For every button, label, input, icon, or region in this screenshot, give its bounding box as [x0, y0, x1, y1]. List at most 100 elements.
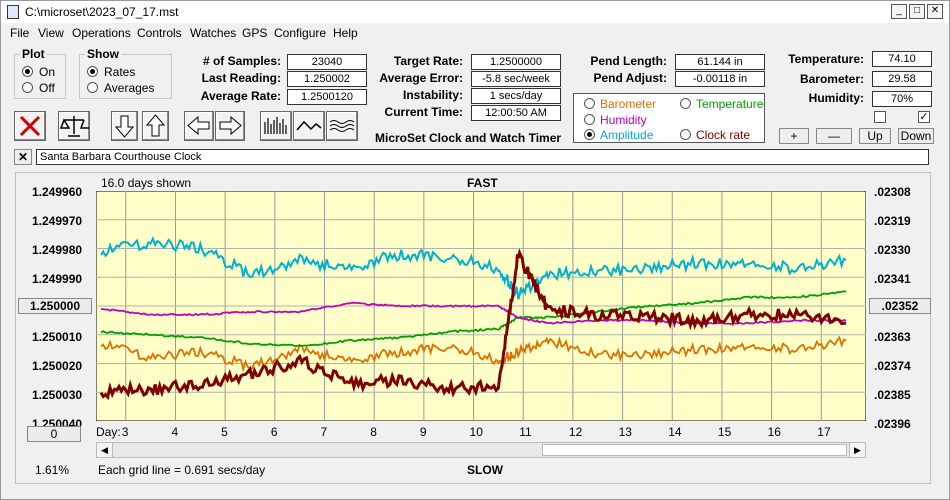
scroll-left-arrow[interactable]: ◀ [97, 443, 113, 457]
menu-watches[interactable]: Watches [190, 26, 237, 40]
right-arrow-icon [219, 115, 242, 136]
humidity-label: Humidity [600, 113, 647, 127]
menu-help[interactable]: Help [333, 26, 358, 40]
down-button[interactable]: Down [898, 128, 934, 144]
show-rates-label: Rates [104, 65, 136, 79]
current-time-value: 12:00:50 AM [471, 105, 561, 121]
temperature-radio[interactable] [680, 98, 691, 109]
scroll-down-button[interactable] [111, 111, 138, 141]
temperature-label: Temperature [696, 97, 764, 111]
bars-view-button[interactable] [260, 111, 292, 141]
left-arrow-icon [187, 115, 210, 136]
plot-off-label: Off [39, 81, 55, 95]
humidity-env-value: 70% [872, 91, 932, 107]
left-tick-label: 1.249970 [32, 214, 83, 228]
menu-configure[interactable]: Configure [274, 26, 327, 40]
close-window-button[interactable]: ✕ [927, 4, 943, 19]
menu-file[interactable]: File [10, 26, 30, 40]
scroll-right-arrow[interactable]: ▶ [849, 443, 865, 457]
zero-button[interactable]: 0 [27, 426, 81, 442]
app-icon [7, 5, 19, 19]
show-group-title: Show [85, 47, 121, 61]
bar-chart-icon [264, 117, 287, 134]
plot-on-radio[interactable] [22, 66, 33, 77]
temperature-env-value: 74.10 [872, 51, 932, 67]
left-tick-label: 1.249960 [32, 185, 83, 199]
wave-view-button[interactable] [326, 111, 358, 141]
day-tick-label: 5 [221, 425, 228, 439]
menu-bar: File View Operations Controls Watches GP… [1, 23, 949, 43]
samples-value: 23040 [287, 54, 367, 70]
clear-name-button[interactable]: ✕ [14, 149, 32, 165]
env-checkbox-1[interactable] [874, 111, 886, 123]
barometer-radio[interactable] [584, 98, 595, 109]
plot-off-radio[interactable] [22, 82, 33, 93]
series-line-barometer [100, 335, 847, 373]
balance-button[interactable] [58, 111, 90, 141]
menu-operations[interactable]: Operations [72, 26, 131, 40]
x-icon [19, 115, 41, 137]
humidity-env-label: Humidity: [808, 91, 864, 105]
down-arrow-icon [114, 115, 135, 138]
minus-button[interactable]: — [816, 128, 852, 144]
average-rate-label: Average Rate: [200, 89, 281, 103]
clock-rate-radio[interactable] [680, 129, 691, 140]
series-line-amplitude [100, 236, 847, 300]
clock-name-field[interactable]: Santa Barbara Courthouse Clock [36, 149, 929, 165]
app-caption: MicroSet Clock and Watch Timer [375, 131, 562, 145]
day-axis-label: Day: [96, 425, 121, 439]
minimize-button[interactable]: _ [891, 4, 907, 19]
left-scale-button[interactable]: 1.250000 [18, 298, 92, 314]
day-tick-label: 8 [370, 425, 377, 439]
amplitude-radio[interactable] [584, 129, 595, 140]
menu-gps[interactable]: GPS [242, 26, 268, 40]
day-tick-label: 7 [320, 425, 328, 439]
left-tick-label: 1.250010 [32, 330, 83, 344]
scroll-thumb[interactable] [542, 444, 847, 456]
day-tick-label: 6 [270, 425, 278, 439]
show-group [79, 54, 172, 99]
env-checkbox-2[interactable]: ✓ [918, 111, 930, 123]
slow-label: SLOW [467, 463, 503, 477]
scroll-up-button[interactable] [142, 111, 169, 141]
scroll-right-button[interactable] [215, 111, 245, 141]
instability-label: Instability: [402, 88, 463, 102]
day-tick-label: 11 [519, 425, 532, 439]
right-scale-button[interactable]: .02352 [869, 298, 931, 314]
left-tick-label: 1.249990 [32, 272, 83, 286]
right-tick-label: .02319 [874, 214, 911, 228]
menu-controls[interactable]: Controls [137, 26, 182, 40]
left-tick-label: 1.250030 [32, 388, 83, 402]
stop-button[interactable] [14, 111, 46, 141]
amplitude-label: Amplitude [600, 128, 654, 142]
plus-button[interactable]: + [779, 128, 809, 144]
right-tick-label: .02308 [874, 185, 911, 199]
barometer-label: Barometer [600, 97, 657, 111]
menu-view[interactable]: View [38, 26, 64, 40]
maximize-button[interactable]: □ [909, 4, 925, 19]
day-tick-label: 13 [618, 425, 632, 439]
up-arrow-icon [145, 114, 166, 137]
window-title: C:\microset\2023_07_17.mst [25, 5, 179, 19]
last-reading-label: Last Reading: [201, 71, 281, 85]
up-button[interactable]: Up [859, 128, 891, 144]
show-rates-radio[interactable] [87, 66, 98, 77]
rate-chart[interactable] [96, 191, 866, 421]
right-tick-label: .02396 [874, 417, 911, 431]
chart-scrollbar[interactable]: ◀ ▶ [96, 442, 866, 458]
show-averages-radio[interactable] [87, 82, 98, 93]
scroll-left-button[interactable] [184, 111, 214, 141]
right-tick-label: .02330 [874, 243, 911, 257]
right-tick-label: .02363 [874, 330, 911, 344]
humidity-radio[interactable] [584, 114, 595, 125]
line-view-button[interactable] [293, 111, 325, 141]
day-tick-label: 17 [817, 425, 831, 439]
days-shown-label: 16.0 days shown [101, 176, 192, 190]
series-line-clock-rate [99, 248, 847, 401]
right-tick-label: .02385 [874, 388, 911, 402]
barometer-env-value: 29.58 [872, 71, 932, 87]
day-tick-label: 9 [419, 425, 427, 439]
pend-length-label: Pend Length: [590, 54, 667, 68]
day-tick-label: 16 [767, 425, 781, 439]
right-tick-label: .02374 [874, 359, 911, 373]
